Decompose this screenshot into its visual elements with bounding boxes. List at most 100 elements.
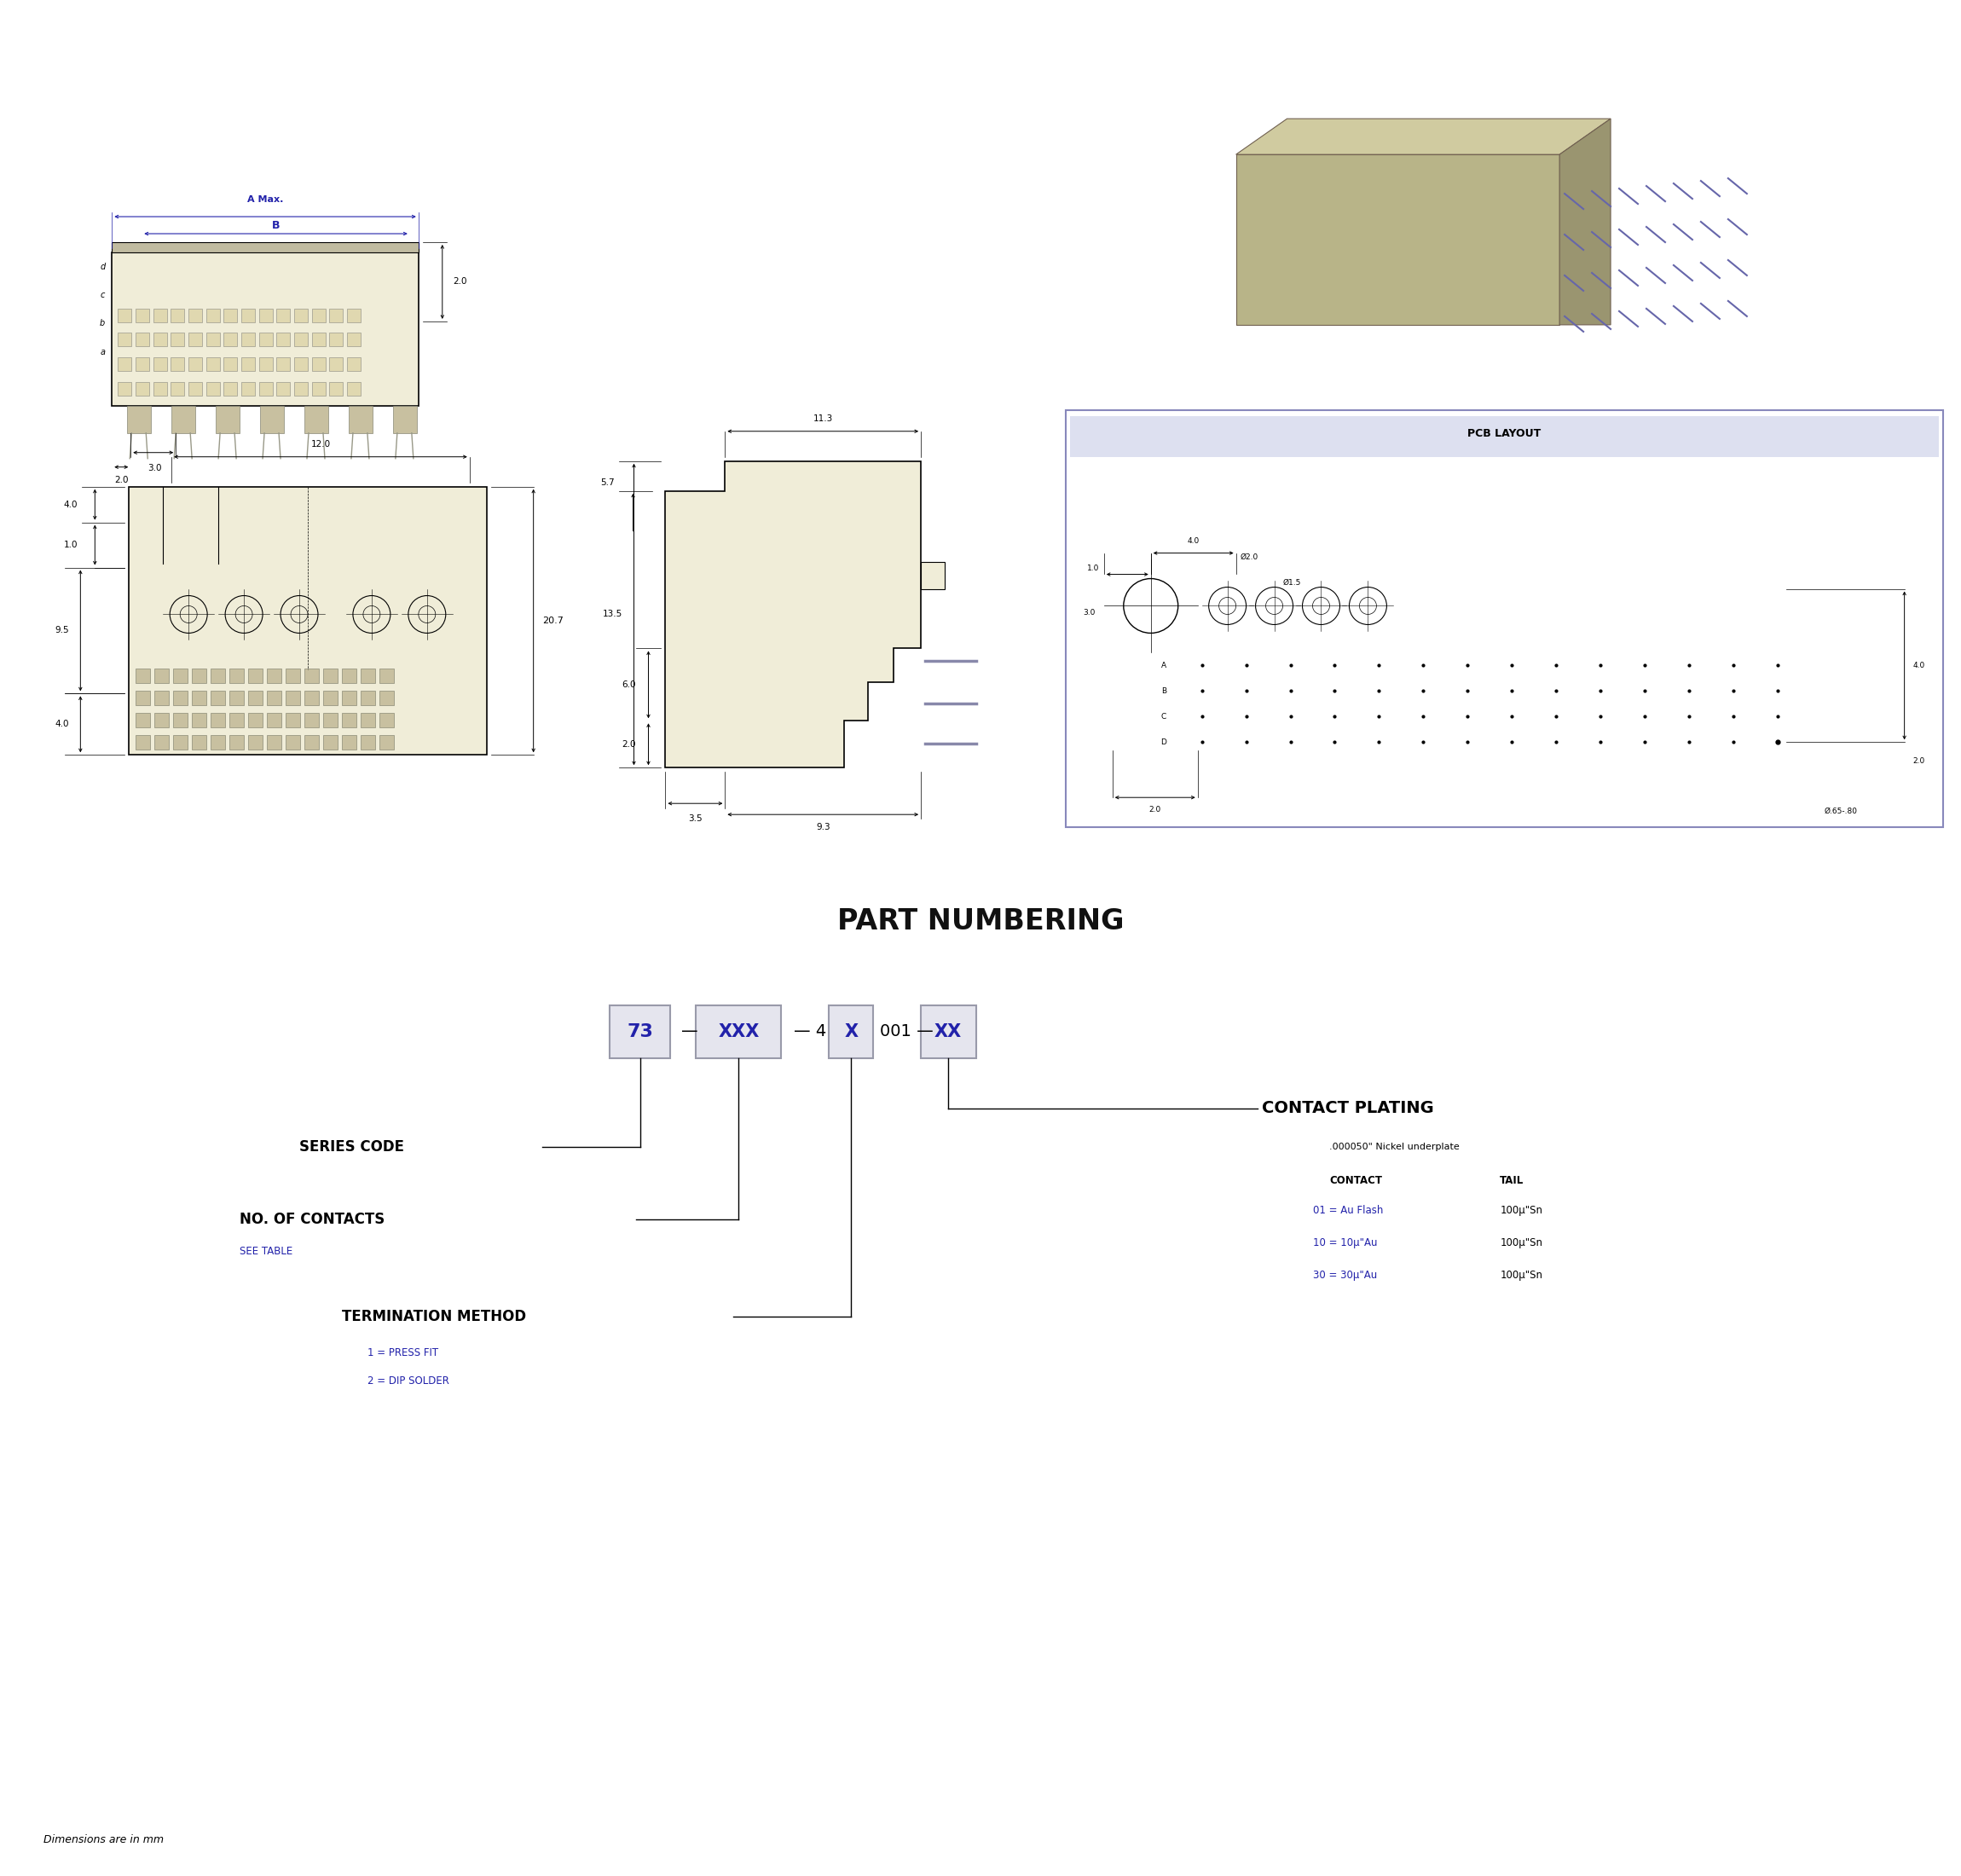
Text: 13.5: 13.5 xyxy=(604,610,624,619)
Bar xyxy=(192,713,206,728)
Text: NO. OF CONTACTS: NO. OF CONTACTS xyxy=(239,1212,384,1227)
Bar xyxy=(294,308,308,323)
Text: 4.0: 4.0 xyxy=(55,720,69,728)
Bar xyxy=(324,670,337,683)
Text: 9.3: 9.3 xyxy=(816,824,830,831)
Bar xyxy=(118,332,131,347)
Bar xyxy=(155,670,169,683)
Bar xyxy=(135,383,149,396)
Bar xyxy=(118,308,131,323)
Text: 2.0: 2.0 xyxy=(114,475,127,484)
Text: 2.0: 2.0 xyxy=(1912,758,1926,765)
Text: 4.0: 4.0 xyxy=(1912,662,1926,670)
Bar xyxy=(135,735,151,750)
Bar xyxy=(286,690,300,705)
Bar xyxy=(1275,287,1298,319)
Bar xyxy=(206,383,220,396)
Bar xyxy=(241,383,255,396)
Bar xyxy=(229,735,243,750)
Bar xyxy=(696,1006,780,1058)
Text: 4.0: 4.0 xyxy=(1186,537,1200,544)
Bar xyxy=(171,383,184,396)
Bar xyxy=(153,383,167,396)
Bar xyxy=(1308,244,1332,276)
Text: a: a xyxy=(100,347,106,356)
Bar xyxy=(135,332,149,347)
Text: 5.7: 5.7 xyxy=(600,478,614,486)
Bar xyxy=(1308,287,1332,319)
Bar xyxy=(188,358,202,371)
Bar xyxy=(1469,287,1492,319)
Bar xyxy=(329,358,343,371)
Bar xyxy=(171,308,184,323)
Bar xyxy=(341,713,357,728)
Bar xyxy=(361,735,375,750)
Bar xyxy=(610,1006,671,1058)
Bar xyxy=(1502,203,1526,233)
Text: D: D xyxy=(1161,739,1167,747)
Bar xyxy=(135,358,149,371)
Bar xyxy=(1404,287,1428,319)
Bar xyxy=(224,332,237,347)
Bar xyxy=(1534,244,1557,276)
Text: A: A xyxy=(1161,662,1167,670)
Bar xyxy=(324,713,337,728)
Bar xyxy=(224,358,237,371)
Bar xyxy=(118,383,131,396)
Bar xyxy=(135,308,149,323)
Bar xyxy=(153,308,167,323)
Text: 73: 73 xyxy=(628,1022,653,1039)
Text: 001 —: 001 — xyxy=(880,1024,933,1039)
Bar xyxy=(1534,287,1557,319)
Bar xyxy=(171,405,196,433)
Bar xyxy=(286,735,300,750)
Bar xyxy=(286,713,300,728)
Bar xyxy=(112,242,418,253)
Bar xyxy=(224,308,237,323)
Text: C: C xyxy=(1161,713,1167,720)
Text: PART NUMBERING: PART NUMBERING xyxy=(837,906,1124,934)
Text: Dimensions are in mm: Dimensions are in mm xyxy=(43,1835,165,1844)
Bar xyxy=(229,713,243,728)
Polygon shape xyxy=(665,461,922,767)
Bar xyxy=(206,308,220,323)
Bar xyxy=(304,690,320,705)
Bar xyxy=(1437,203,1461,233)
Text: 100μ"Sn: 100μ"Sn xyxy=(1500,1270,1543,1281)
Text: Ø1.5: Ø1.5 xyxy=(1282,580,1300,587)
Bar xyxy=(324,690,337,705)
Text: 1.0: 1.0 xyxy=(65,540,78,550)
Text: 100μ"Sn: 100μ"Sn xyxy=(1500,1238,1543,1248)
Text: 10 = 10μ"Au: 10 = 10μ"Au xyxy=(1312,1238,1377,1248)
Bar xyxy=(1243,244,1267,276)
Bar xyxy=(1373,203,1396,233)
Bar xyxy=(329,308,343,323)
Bar xyxy=(294,332,308,347)
Bar xyxy=(206,358,220,371)
Bar xyxy=(210,670,226,683)
Bar xyxy=(112,253,418,405)
Bar xyxy=(1339,287,1363,319)
Bar xyxy=(304,713,320,728)
Bar xyxy=(249,690,263,705)
Text: 3.5: 3.5 xyxy=(688,814,702,824)
Text: Ø.65-.80: Ø.65-.80 xyxy=(1824,809,1857,816)
Bar xyxy=(347,308,361,323)
Bar xyxy=(361,670,375,683)
Bar xyxy=(173,713,188,728)
Text: 20.7: 20.7 xyxy=(541,617,563,625)
Bar xyxy=(127,405,151,433)
Bar xyxy=(1339,159,1363,189)
Bar xyxy=(341,735,357,750)
Bar xyxy=(361,713,375,728)
Bar xyxy=(361,690,375,705)
Bar xyxy=(229,670,243,683)
Bar xyxy=(312,383,326,396)
Bar xyxy=(378,735,394,750)
Bar xyxy=(153,358,167,371)
Bar xyxy=(1071,416,1939,458)
Bar xyxy=(341,690,357,705)
Bar xyxy=(312,358,326,371)
Bar xyxy=(267,670,280,683)
Bar xyxy=(341,670,357,683)
